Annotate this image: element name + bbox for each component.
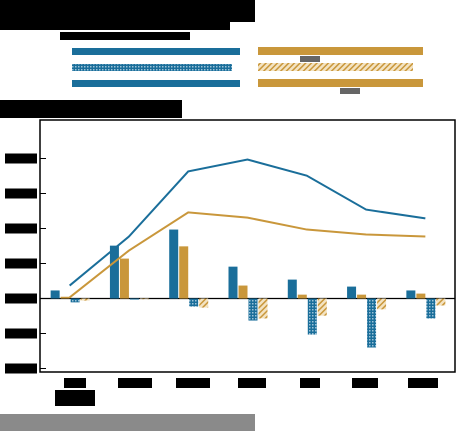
bar <box>357 294 367 299</box>
bar <box>228 266 238 299</box>
bar <box>119 258 129 299</box>
line <box>69 211 426 299</box>
bar <box>248 298 258 321</box>
bar <box>189 298 199 307</box>
bar <box>139 298 149 300</box>
y-tick-label-redaction <box>5 363 37 374</box>
bar <box>367 298 377 348</box>
bar <box>60 296 70 299</box>
bar <box>258 298 268 319</box>
bar <box>436 298 446 306</box>
line <box>69 158 426 287</box>
bar <box>169 229 179 299</box>
y-tick-label-redaction <box>5 153 37 164</box>
redactions <box>0 0 438 406</box>
legend <box>72 47 423 94</box>
y-tick-label-redaction <box>5 258 37 269</box>
y-tick-label-redaction <box>5 328 37 339</box>
bar <box>426 298 436 319</box>
bar <box>287 279 297 299</box>
plot-frame <box>39 119 456 373</box>
bar <box>347 286 357 299</box>
bar <box>238 285 248 299</box>
bar <box>199 298 209 308</box>
bar <box>179 246 189 299</box>
bar <box>129 298 139 300</box>
bar <box>297 294 307 299</box>
bar <box>377 298 387 310</box>
footer-bar <box>0 414 255 431</box>
y-tick-label-redaction <box>5 293 37 304</box>
bar <box>80 298 90 301</box>
bar <box>109 245 119 299</box>
y-tick-label-redaction <box>5 223 37 234</box>
bar <box>70 298 80 303</box>
bar <box>406 290 416 299</box>
bar <box>307 298 317 335</box>
bar <box>416 293 426 299</box>
bar <box>50 290 60 299</box>
y-tick-label-redaction <box>5 188 37 199</box>
bar <box>317 298 327 316</box>
